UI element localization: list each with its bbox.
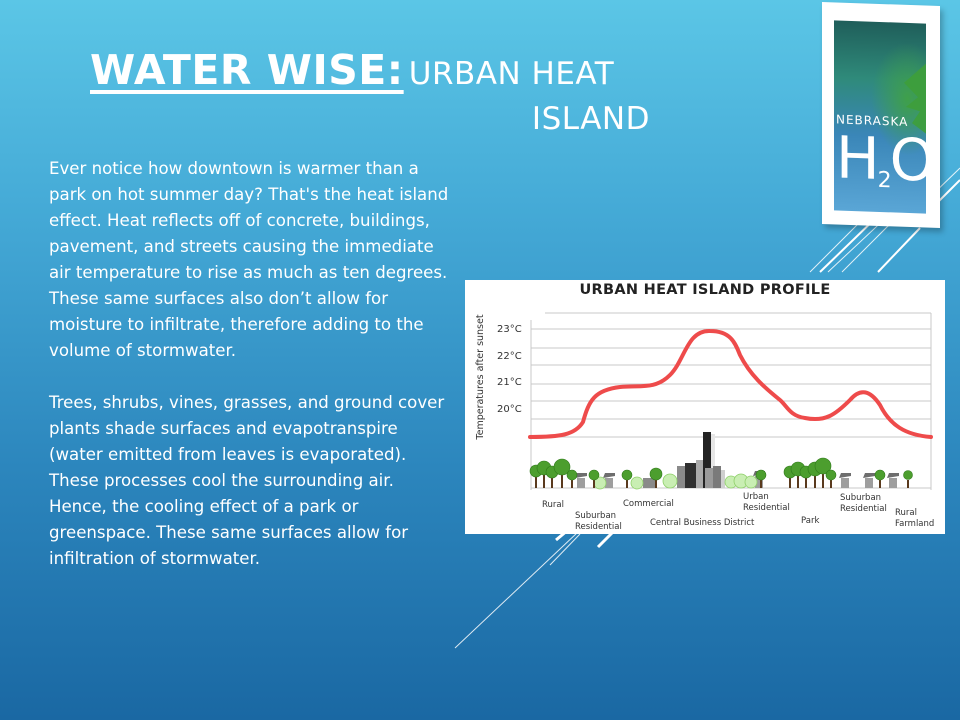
chart-title: URBAN HEAT ISLAND PROFILE [579,282,831,298]
y-tick-21: 21°C [497,377,522,388]
title-bold: WATER WISE: [90,46,404,94]
zone-label-urban-residential: Urban Residential [743,492,790,513]
paragraph-vegetation: Trees, shrubs, vines, grasses, and groun… [49,393,445,568]
zone-label-commercial: Commercial [623,499,674,509]
zone-label-suburban-residential-2: Suburban Residential [840,493,887,514]
logo-h2o-text: H2O [836,123,926,195]
leaf-icon [904,63,926,134]
body-text: Ever notice how downtown is warmer than … [49,156,449,598]
zone-label-rural-farmland: Rural Farmland [895,508,935,529]
zone-label-park: Park [801,516,820,526]
chart-y-axis-label: Temperatures after sunset [475,314,486,440]
nebraska-h2o-logo: NEBRASKA H2O [822,1,940,229]
paragraph-heat-island: Ever notice how downtown is warmer than … [49,159,449,360]
y-tick-20: 20°C [497,404,522,415]
zone-label-rural: Rural [542,500,564,510]
y-tick-22: 22°C [497,351,522,362]
logo-photo: NEBRASKA H2O [834,20,926,214]
slide-title: WATER WISE: URBAN HEAT ISLAND [90,48,650,141]
urban-heat-island-chart: URBAN HEAT ISLAND PROFILE Temperatures a… [465,280,945,534]
zone-label-central-business-district: Central Business District [650,518,755,528]
title-light-line2: ISLAND [531,101,650,137]
y-tick-23: 23°C [497,324,522,335]
title-light-line1: URBAN HEAT [408,56,615,92]
zone-label-suburban-residential: Suburban Residential [575,511,622,532]
chart-plot [528,312,933,490]
